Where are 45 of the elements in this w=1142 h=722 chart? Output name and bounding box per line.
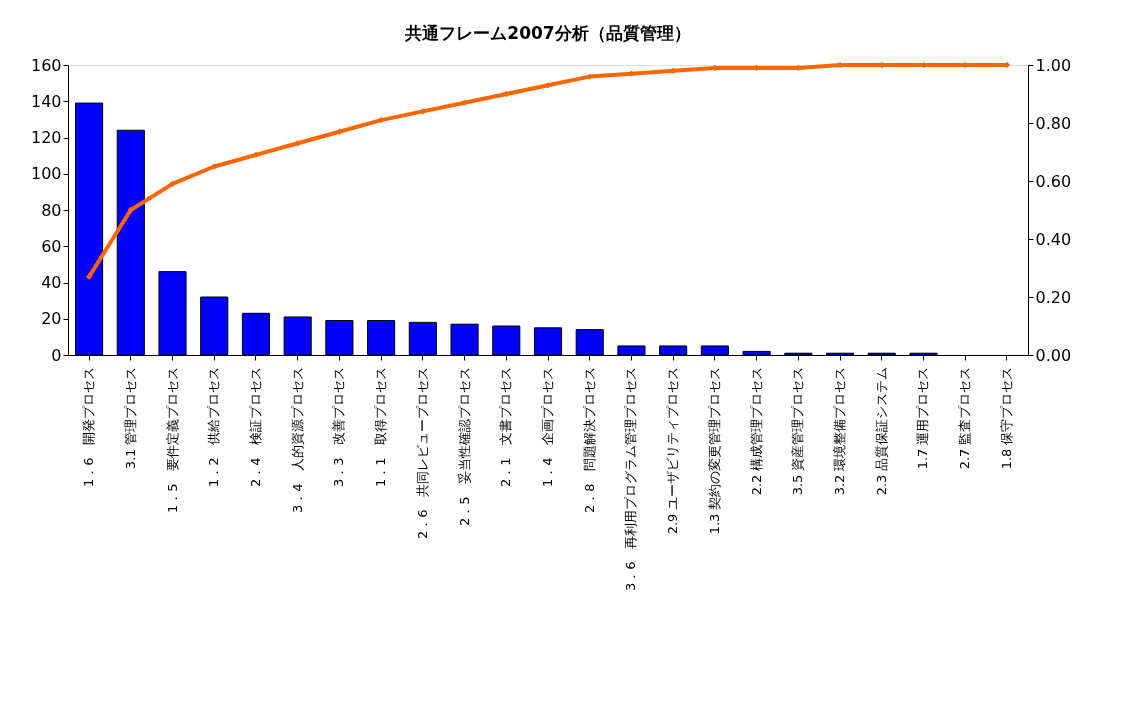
x-tick-label: 2．4 検証プロセス bbox=[247, 366, 263, 488]
y-tick-label: 120 bbox=[30, 128, 62, 147]
point bbox=[503, 90, 510, 98]
x-tick-label: 2.9 ユーザビリティプロセス bbox=[665, 366, 681, 535]
x-tick-label: 3.1 管理プロセス bbox=[122, 366, 138, 470]
y2-tick-label: 0.60 bbox=[1035, 171, 1072, 191]
chart-title: 共通フレーム2007分析（品質管理） bbox=[404, 23, 691, 43]
y-tick-label: 80 bbox=[41, 200, 62, 220]
x-tick-label: 1．6 開発プロセス bbox=[81, 366, 97, 488]
y-tick-label: 20 bbox=[41, 309, 62, 329]
x-tick-label: 1．5 要件定義プロセス bbox=[164, 366, 180, 514]
y-tick-label: 60 bbox=[41, 236, 62, 256]
point bbox=[127, 206, 134, 214]
x-tick-label: 3．3 改善プロセス bbox=[331, 366, 347, 488]
x-tick-label: 2.7 監査プロセス bbox=[957, 366, 973, 470]
y2-tick-label: 0.40 bbox=[1035, 229, 1072, 249]
y-tick-label: 140 bbox=[30, 91, 62, 111]
point bbox=[461, 99, 468, 106]
x-tick-label: 1．2 供給プロセス bbox=[206, 366, 222, 488]
y2-tick-label: 1.00 bbox=[1035, 55, 1072, 75]
x-tick-label: 2．1 文書プロセス bbox=[498, 366, 514, 488]
y2-tick-label: 0.80 bbox=[1035, 113, 1072, 133]
x-tick-label: 3.2 環境整備プロセス bbox=[832, 366, 848, 496]
point bbox=[85, 273, 93, 280]
x-tick-label: 1.3 契約の変更管理プロセス bbox=[706, 366, 722, 535]
x-tick-label: 2.3 品質保証システム bbox=[873, 366, 889, 496]
x-tick-label: 3．4 人的資源プロセス bbox=[289, 366, 305, 514]
y-tick-label: 0 bbox=[51, 345, 62, 365]
x-tick-label: 2．5 妥当性確認プロセス bbox=[456, 366, 472, 527]
y-tick-label: 160 bbox=[30, 55, 62, 75]
x-tick-label: 2．6 共同レビュープロセス bbox=[414, 366, 430, 540]
point bbox=[586, 73, 593, 80]
point bbox=[169, 180, 176, 188]
x-tick-label: 3.5 資産管理プロセス bbox=[790, 366, 806, 496]
x-tick-label: 3．6 再利用プログラム管理プロセス bbox=[623, 366, 639, 592]
x-tick-label: 1．1 取得プロセス bbox=[373, 366, 389, 488]
x-tick-label: 1．4 企画プロセス bbox=[540, 366, 555, 488]
x-tick-label: 1.7 運用プロセス bbox=[915, 366, 931, 470]
y2-tick-label: 0.00 bbox=[1035, 345, 1072, 365]
y-tick-label: 100 bbox=[30, 164, 62, 184]
x-tick-label: 2．8 問題解決プロセス bbox=[581, 366, 597, 514]
x-tick-label: 1.8 保守プロセス bbox=[998, 366, 1014, 470]
y-tick-label: 40 bbox=[41, 273, 62, 292]
x-tick-label: 2.2 構成管理プロセス bbox=[748, 366, 764, 496]
y2-tick-label: 0.20 bbox=[1035, 287, 1072, 307]
